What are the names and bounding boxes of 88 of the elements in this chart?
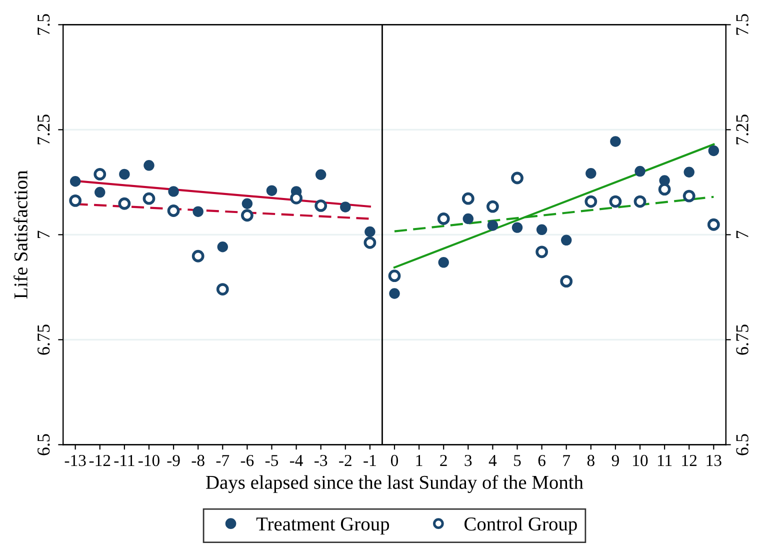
x-tick-label: -2 bbox=[339, 454, 352, 466]
point bbox=[364, 236, 376, 249]
x-tick-label: -12 bbox=[89, 454, 110, 466]
point bbox=[216, 283, 229, 296]
point bbox=[512, 222, 523, 233]
x-tick-label: -3 bbox=[314, 454, 328, 466]
x-tick-label: 0 bbox=[390, 454, 398, 466]
y2-tick-label: 7.25 bbox=[736, 114, 748, 144]
x-tick-label: -9 bbox=[167, 454, 180, 466]
point bbox=[118, 197, 131, 210]
x-tick-label: 13 bbox=[706, 454, 722, 466]
point bbox=[707, 218, 720, 231]
point bbox=[462, 192, 474, 205]
point bbox=[511, 172, 524, 184]
point bbox=[486, 200, 499, 213]
point bbox=[584, 195, 598, 208]
point bbox=[560, 234, 572, 246]
point bbox=[340, 202, 351, 212]
y2-tick-label: 6.5 bbox=[736, 434, 748, 456]
y-tick-label: 7.5 bbox=[38, 14, 50, 35]
point bbox=[634, 166, 646, 177]
y2-tick-label: 7 bbox=[736, 230, 748, 238]
legend-label: Control Group bbox=[464, 516, 577, 535]
x-tick-label: 3 bbox=[464, 454, 472, 466]
point bbox=[708, 145, 720, 156]
point bbox=[192, 206, 204, 217]
x-tick-label: -10 bbox=[138, 454, 160, 466]
y-tick-label: 7.25 bbox=[38, 114, 50, 144]
x-tick-label: 4 bbox=[488, 455, 497, 466]
point bbox=[242, 198, 253, 209]
legend-label: Treatment Group bbox=[256, 518, 390, 535]
y2-tick-label: 7.5 bbox=[736, 14, 748, 35]
point bbox=[142, 192, 156, 205]
point bbox=[586, 168, 596, 179]
point bbox=[314, 200, 328, 212]
point bbox=[70, 176, 81, 187]
x-tick-label: 8 bbox=[587, 454, 594, 466]
x-tick-label: -8 bbox=[192, 454, 204, 466]
x-tick-label: -7 bbox=[216, 455, 230, 466]
x-tick-label: 12 bbox=[682, 454, 697, 466]
y-tick-label: 6.75 bbox=[38, 324, 50, 355]
point bbox=[389, 288, 400, 299]
point bbox=[462, 213, 474, 224]
point bbox=[487, 220, 498, 231]
point bbox=[240, 209, 254, 222]
x-tick-label: -1 bbox=[364, 454, 376, 466]
point bbox=[364, 226, 376, 238]
x-tick-label: 6 bbox=[538, 454, 546, 466]
point bbox=[684, 166, 694, 178]
point bbox=[192, 250, 204, 262]
point bbox=[658, 183, 671, 196]
point bbox=[69, 194, 82, 207]
point bbox=[610, 136, 621, 147]
point bbox=[560, 275, 573, 288]
point bbox=[315, 169, 326, 180]
point bbox=[119, 168, 130, 180]
x-tick-label: -11 bbox=[114, 454, 134, 466]
point bbox=[437, 212, 450, 225]
x-tick-label: -13 bbox=[64, 454, 86, 466]
point bbox=[438, 257, 449, 268]
point bbox=[217, 242, 228, 252]
point bbox=[682, 190, 696, 202]
point bbox=[536, 246, 548, 258]
x-tick-label: 9 bbox=[612, 454, 619, 466]
x-tick-label: 1 bbox=[416, 454, 422, 466]
y-axis-title: Life Satisfaction bbox=[14, 170, 28, 299]
x-tick-label: 7 bbox=[563, 455, 570, 466]
point bbox=[609, 195, 622, 208]
point bbox=[167, 204, 180, 217]
x-tick-label: 5 bbox=[514, 455, 521, 466]
x-tick-label: -6 bbox=[240, 454, 254, 466]
y-tick-label: 7 bbox=[38, 230, 50, 238]
point bbox=[388, 270, 401, 282]
x-axis-title: Days elapsed since the last Sunday of the Month bbox=[206, 475, 584, 493]
point bbox=[634, 195, 646, 208]
point bbox=[94, 186, 106, 198]
y-tick-label: 6.5 bbox=[38, 434, 50, 456]
point bbox=[144, 160, 154, 171]
point bbox=[168, 186, 179, 197]
y2-tick-label: 6.75 bbox=[736, 324, 748, 355]
x-tick-label: 11 bbox=[658, 454, 672, 466]
x-tick-label: 10 bbox=[633, 454, 648, 466]
point bbox=[94, 168, 106, 180]
point bbox=[266, 185, 278, 196]
x-tick-label: -5 bbox=[265, 455, 278, 466]
x-tick-label: 2 bbox=[440, 454, 447, 466]
x-tick-label: -4 bbox=[290, 455, 303, 466]
point bbox=[536, 224, 548, 236]
